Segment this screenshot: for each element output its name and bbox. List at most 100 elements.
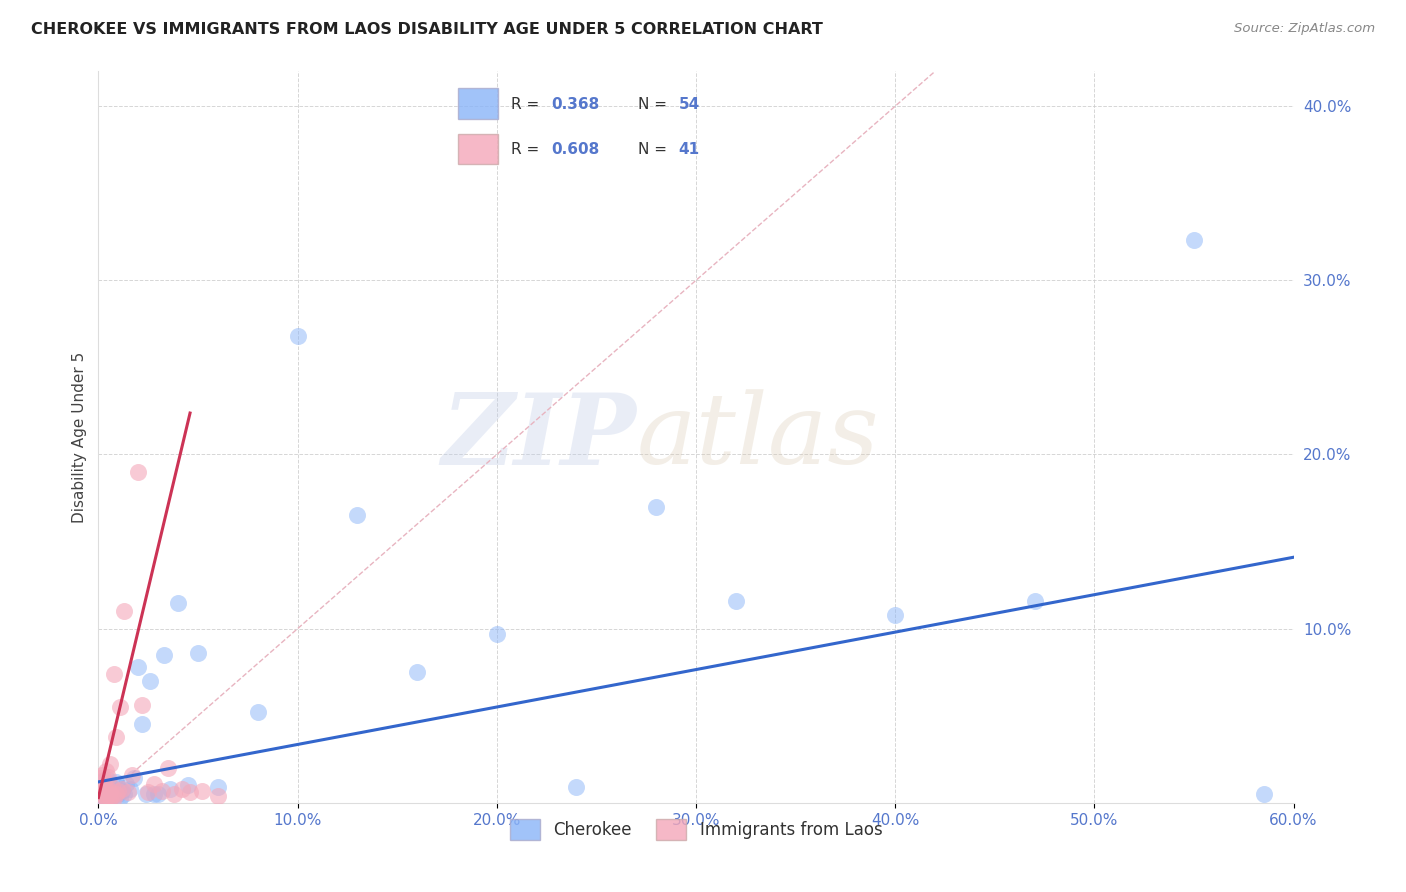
Point	[103, 790, 125, 805]
Point	[107, 783, 129, 797]
Point	[93, 773, 115, 788]
Point	[97, 783, 120, 797]
Point	[91, 778, 114, 792]
Point	[89, 787, 111, 801]
Text: atlas: atlas	[637, 390, 879, 484]
Point	[124, 772, 146, 786]
Point	[1024, 594, 1046, 608]
Point	[89, 772, 111, 786]
Point	[724, 594, 747, 608]
Point	[97, 789, 120, 803]
Point	[97, 789, 120, 803]
Point	[207, 780, 229, 794]
Point	[163, 787, 186, 801]
Text: ZIP: ZIP	[441, 389, 637, 485]
Point	[187, 646, 209, 660]
Point	[101, 781, 124, 796]
Point	[127, 660, 149, 674]
Point	[97, 773, 120, 788]
Point	[153, 648, 176, 662]
Point	[96, 787, 118, 801]
Point	[107, 780, 129, 794]
Point	[167, 595, 190, 609]
Point	[98, 757, 122, 772]
Point	[150, 783, 173, 797]
Point	[93, 780, 115, 794]
Text: Source: ZipAtlas.com: Source: ZipAtlas.com	[1234, 22, 1375, 36]
Point	[89, 783, 111, 797]
Point	[148, 787, 170, 801]
Point	[110, 790, 132, 805]
Point	[98, 790, 122, 805]
Point	[111, 783, 134, 797]
Point	[179, 785, 201, 799]
Point	[191, 783, 214, 797]
Point	[91, 787, 114, 801]
Point	[112, 604, 135, 618]
Point	[117, 785, 139, 799]
Text: CHEROKEE VS IMMIGRANTS FROM LAOS DISABILITY AGE UNDER 5 CORRELATION CHART: CHEROKEE VS IMMIGRANTS FROM LAOS DISABIL…	[31, 22, 823, 37]
Point	[105, 730, 128, 744]
Point	[346, 508, 368, 523]
Point	[111, 781, 134, 796]
Point	[246, 705, 269, 719]
Point	[115, 777, 138, 791]
Point	[131, 717, 153, 731]
Point	[91, 768, 114, 782]
Point	[645, 500, 668, 514]
Point	[107, 787, 129, 801]
Point	[120, 781, 142, 796]
Point	[93, 790, 115, 805]
Point	[1182, 233, 1205, 247]
Point	[135, 787, 157, 801]
Point	[112, 787, 135, 801]
Point	[101, 789, 124, 803]
Point	[96, 777, 118, 791]
Point	[139, 673, 162, 688]
Legend: Cherokee, Immigrants from Laos: Cherokee, Immigrants from Laos	[496, 806, 896, 853]
Point	[103, 667, 125, 681]
Point	[406, 665, 429, 680]
Point	[131, 698, 153, 713]
Point	[89, 781, 111, 796]
Point	[91, 783, 114, 797]
Point	[287, 329, 309, 343]
Point	[105, 775, 128, 789]
Point	[98, 785, 122, 799]
Point	[97, 781, 120, 796]
Point	[91, 789, 114, 803]
Point	[93, 789, 115, 803]
Point	[121, 768, 143, 782]
Point	[96, 783, 118, 797]
Point	[884, 607, 907, 622]
Point	[127, 465, 149, 479]
Point	[89, 775, 111, 789]
Point	[91, 781, 114, 796]
Point	[105, 783, 128, 797]
Point	[136, 785, 159, 799]
Point	[98, 778, 122, 792]
Point	[101, 789, 124, 803]
Point	[98, 785, 122, 799]
Point	[1253, 787, 1275, 801]
Point	[97, 770, 120, 784]
Point	[177, 778, 200, 792]
Point	[159, 781, 181, 796]
Point	[485, 627, 508, 641]
Point	[207, 789, 229, 803]
Y-axis label: Disability Age Under 5: Disability Age Under 5	[72, 351, 87, 523]
Point	[172, 781, 194, 796]
Point	[96, 790, 118, 805]
Point	[157, 761, 180, 775]
Point	[110, 700, 132, 714]
Point	[101, 780, 124, 794]
Point	[98, 790, 122, 805]
Point	[105, 787, 128, 801]
Point	[89, 790, 111, 805]
Point	[93, 780, 115, 794]
Point	[96, 764, 118, 779]
Point	[93, 785, 115, 799]
Point	[103, 787, 125, 801]
Point	[143, 787, 166, 801]
Point	[565, 780, 588, 794]
